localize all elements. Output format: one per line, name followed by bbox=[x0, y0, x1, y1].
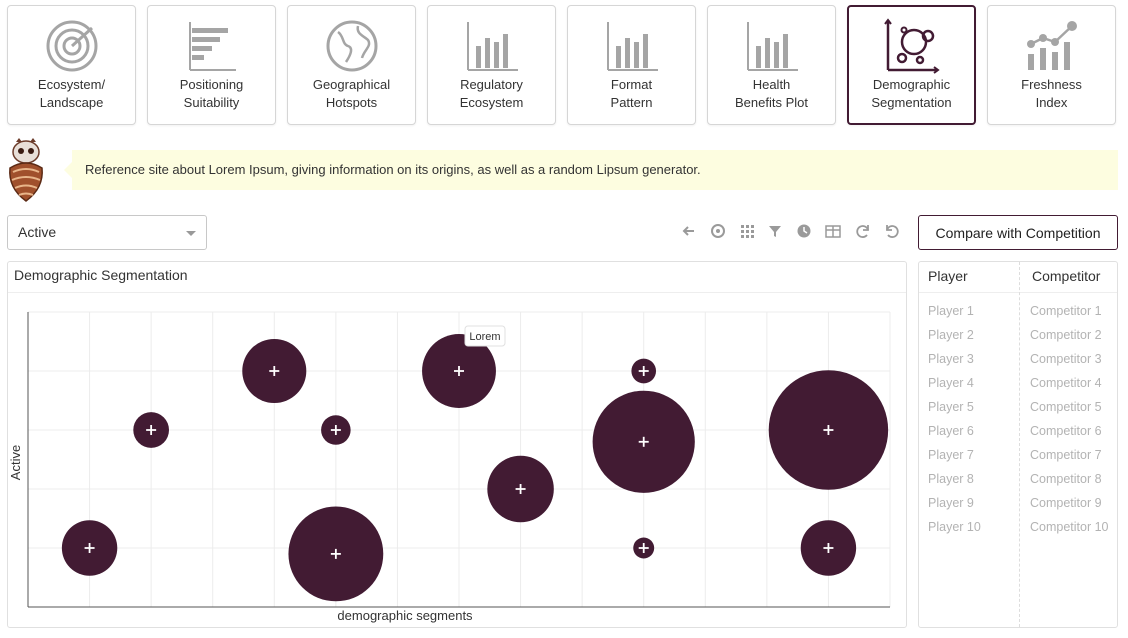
player-list-item[interactable]: Player 4 bbox=[928, 376, 974, 390]
target-icon[interactable] bbox=[709, 222, 727, 240]
competitor-list-item[interactable]: Competitor 10 bbox=[1030, 520, 1109, 534]
player-list: Player 1 Player 2 Player 3 Player 4 Player 5… bbox=[928, 302, 981, 542]
player-list-item[interactable]: Player 3 bbox=[928, 352, 974, 366]
pinecone-mascot-icon bbox=[9, 138, 43, 202]
competitor-list-item[interactable]: Competitor 2 bbox=[1030, 328, 1102, 342]
bar-chart-icon bbox=[467, 22, 518, 71]
tab-demographic-segmentation[interactable]: Demographic Segmentation bbox=[847, 5, 976, 125]
tab-positioning-suitability[interactable]: Positioning Suitability bbox=[147, 5, 276, 125]
tab-freshness-index[interactable]: Freshness Index bbox=[987, 5, 1116, 125]
player-competitor-panel: Player Competitor Player 1 Player 2 Player… bbox=[918, 261, 1118, 628]
player-list-item[interactable]: Player 6 bbox=[928, 424, 974, 438]
tab-label: Positioning Suitability bbox=[179, 77, 244, 110]
tab-format-pattern[interactable]: Format Pattern bbox=[567, 5, 696, 125]
tab-geographical-hotspots[interactable]: Geographical Hotspots bbox=[287, 5, 416, 125]
arrow-left-icon[interactable] bbox=[680, 222, 698, 240]
radar-icon bbox=[46, 20, 98, 72]
tooltip-box bbox=[464, 325, 506, 347]
filter-icon[interactable] bbox=[766, 222, 784, 240]
tab-regulatory-ecosystem[interactable]: Regulatory Ecosystem bbox=[427, 5, 556, 125]
tab-label: Format Pattern bbox=[610, 77, 653, 110]
tab-health-benefits-plot[interactable]: Health Benefits Plot bbox=[707, 5, 836, 125]
player-list-item[interactable]: Player 2 bbox=[928, 328, 974, 342]
x-axis-label: demographic segments bbox=[337, 608, 473, 623]
compare-with-competition-button[interactable]: Compare with Competition bbox=[918, 215, 1118, 250]
clock-icon[interactable] bbox=[795, 222, 813, 240]
horizontal-bar-chart-icon bbox=[189, 22, 236, 71]
tab-label: Health Benefits Plot bbox=[735, 77, 808, 110]
bubble-chart[interactable]: demographic segments Active Lorem bbox=[8, 262, 908, 629]
tab-label: Freshness Index bbox=[1021, 77, 1082, 110]
globe-icon bbox=[326, 20, 378, 72]
chart-panel: Demographic Segmentation demographic seg… bbox=[7, 261, 907, 628]
chart-title: Demographic Segmentation bbox=[14, 267, 188, 283]
tab-label: Regulatory Ecosystem bbox=[459, 77, 524, 110]
competitor-list-item[interactable]: Competitor 6 bbox=[1030, 424, 1102, 438]
bubble-chart-icon bbox=[884, 18, 940, 74]
competitor-list-item[interactable]: Competitor 4 bbox=[1030, 376, 1102, 390]
competitor-list-item[interactable]: Competitor 3 bbox=[1030, 352, 1102, 366]
column-divider bbox=[1019, 262, 1020, 627]
competitor-list-item[interactable]: Competitor 5 bbox=[1030, 400, 1102, 414]
tab-label: Ecosystem/ Landscape bbox=[37, 77, 106, 110]
table-icon[interactable] bbox=[824, 222, 842, 240]
y-axis-label: Active bbox=[8, 445, 23, 480]
undo-icon[interactable] bbox=[883, 222, 901, 240]
line-bar-chart-icon bbox=[1027, 21, 1077, 70]
player-column-header: Player bbox=[928, 268, 968, 284]
tab-label: Geographical Hotspots bbox=[312, 77, 391, 110]
player-list-item[interactable]: Player 7 bbox=[928, 448, 974, 462]
competitor-list-item[interactable]: Competitor 1 bbox=[1030, 304, 1102, 318]
bar-chart-icon bbox=[747, 22, 798, 71]
player-list-item[interactable]: Player 9 bbox=[928, 496, 974, 510]
info-banner: Reference site about Lorem Ipsum, giving… bbox=[64, 150, 1118, 190]
player-list-item[interactable]: Player 10 bbox=[928, 520, 981, 534]
competitor-list-item[interactable]: Competitor 8 bbox=[1030, 472, 1102, 486]
competitor-list-item[interactable]: Competitor 9 bbox=[1030, 496, 1102, 510]
divider bbox=[919, 292, 1117, 293]
grid-icon[interactable] bbox=[738, 222, 756, 240]
divider bbox=[8, 292, 906, 293]
metric-select[interactable]: Active bbox=[7, 215, 207, 250]
player-list-item[interactable]: Player 8 bbox=[928, 472, 974, 486]
analysis-tabs: Ecosystem/ Landscape Positioning Suitabi… bbox=[7, 5, 1117, 125]
tab-ecosystem-landscape[interactable]: Ecosystem/ Landscape bbox=[7, 5, 136, 125]
tab-label: Demographic Segmentation bbox=[871, 77, 952, 110]
redo-icon[interactable] bbox=[854, 222, 872, 240]
player-list-item[interactable]: Player 1 bbox=[928, 304, 974, 318]
competitor-list-item[interactable]: Competitor 7 bbox=[1030, 448, 1102, 462]
bar-chart-icon bbox=[607, 22, 658, 71]
player-list-item[interactable]: Player 5 bbox=[928, 400, 974, 414]
metric-select-value: Active bbox=[18, 224, 57, 240]
chevron-down-icon bbox=[186, 231, 196, 236]
tooltip-text: Lorem bbox=[469, 331, 500, 343]
competitor-list: Competitor 1 Competitor 2 Competitor 3 Comp… bbox=[1030, 302, 1109, 542]
competitor-column-header: Competitor bbox=[1032, 268, 1101, 284]
